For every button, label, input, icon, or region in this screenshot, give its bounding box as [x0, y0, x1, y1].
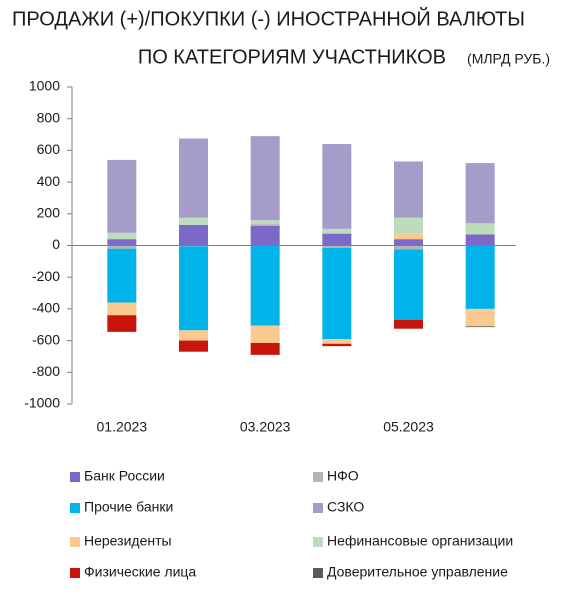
bar-segment — [250, 220, 280, 225]
bar-segment — [107, 159, 137, 233]
bar-segment — [394, 239, 423, 246]
legend-label: Прочие банки — [84, 499, 173, 515]
bar-segment — [322, 343, 352, 347]
bar-segment — [179, 246, 208, 331]
y-tick-label: 0 — [52, 236, 60, 252]
bar-segment — [394, 249, 423, 320]
bar-segment — [322, 228, 352, 234]
bar-segment — [250, 224, 280, 226]
legend-label: Нерезиденты — [84, 533, 172, 549]
bar-segment — [107, 315, 137, 332]
legend-swatch — [313, 568, 323, 578]
y-tick-label: -800 — [32, 363, 60, 379]
legend-label: Доверительное управление — [327, 564, 508, 580]
chart-subtitle: (МЛРД РУБ.) — [467, 51, 550, 67]
bar-segment — [394, 233, 423, 240]
bar-segment — [322, 245, 352, 248]
y-tick-label: -600 — [32, 331, 60, 347]
bar-segment — [179, 340, 208, 352]
y-tick-label: 200 — [37, 205, 61, 221]
legend-swatch — [313, 537, 323, 547]
bar-segment — [250, 342, 280, 355]
bar-segment — [394, 319, 423, 329]
x-tick-label: 01.2023 — [97, 419, 148, 435]
bar-segment — [322, 339, 352, 344]
legend-swatch — [70, 537, 80, 547]
bar-segment — [179, 138, 208, 218]
legend-swatch — [70, 503, 80, 513]
y-tick-label: 800 — [37, 109, 61, 125]
legend-swatch — [70, 472, 80, 482]
y-tick-label: 400 — [37, 173, 61, 189]
bar-segment — [250, 245, 280, 326]
legend-label: Банк России — [84, 468, 165, 484]
y-tick-label: 1000 — [29, 78, 60, 94]
bar-segment — [465, 163, 495, 224]
bar-segment — [465, 326, 495, 328]
bar-segment — [250, 136, 280, 221]
chart-title: ПРОДАЖИ (+)/ПОКУПКИ (-) ИНОСТРАННОЙ ВАЛЮ… — [12, 6, 525, 30]
bar-segment — [179, 217, 208, 225]
bar-segment — [465, 245, 495, 309]
bar-segment — [465, 308, 495, 327]
y-tick-label: -1000 — [24, 395, 60, 411]
y-tick-label: -400 — [32, 300, 60, 316]
bar-segment — [250, 325, 280, 343]
bar-segment — [107, 302, 137, 316]
bar-segment — [107, 248, 137, 303]
x-tick-label: 05.2023 — [383, 419, 434, 435]
bar-segment — [465, 223, 495, 235]
legend-label: НФО — [327, 468, 359, 484]
legend-label: Нефинансовые организации — [327, 533, 513, 549]
bar-segment — [179, 330, 208, 341]
bar-segment — [322, 247, 352, 340]
bar-segment — [107, 239, 137, 246]
bar-segment — [394, 245, 423, 250]
bar-segment — [107, 232, 137, 240]
bar-segment — [250, 225, 280, 246]
bar-segment — [322, 233, 352, 246]
y-tick-label: 600 — [37, 141, 61, 157]
chart-title: ПО КАТЕГОРИЯМ УЧАСТНИКОВ — [138, 46, 446, 68]
legend-swatch — [313, 472, 323, 482]
bar-segment — [465, 234, 495, 246]
legend-swatch — [70, 568, 80, 578]
legend-label: Физические лица — [84, 564, 196, 580]
legend-swatch — [313, 503, 323, 513]
legend-label: СЗКО — [327, 499, 364, 515]
bar-segment — [322, 144, 352, 229]
y-tick-label: -200 — [32, 268, 60, 284]
x-tick-label: 03.2023 — [240, 419, 291, 435]
bar-segment — [394, 161, 423, 218]
bar-segment — [107, 245, 137, 249]
bar-segment — [394, 217, 423, 234]
bar-segment — [179, 224, 208, 246]
